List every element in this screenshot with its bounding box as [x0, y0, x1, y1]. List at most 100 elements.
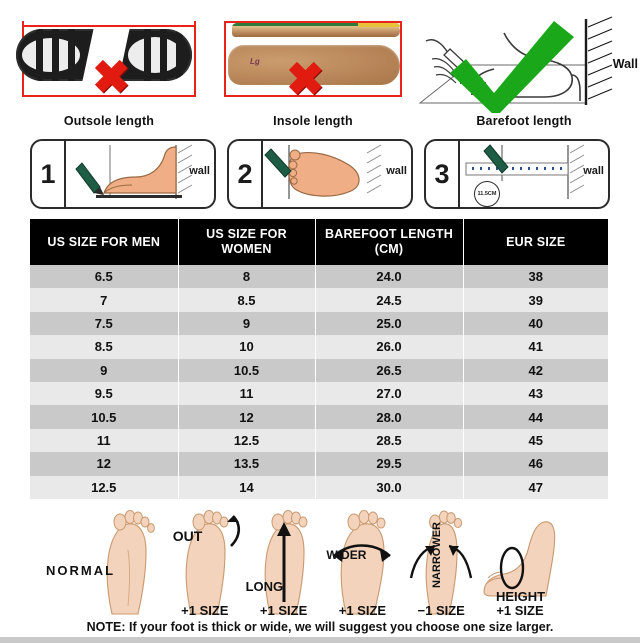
- cell-us-women: 8: [178, 265, 316, 289]
- cell-eur-size: 47: [463, 475, 608, 499]
- cell-us-women: 12.5: [178, 428, 316, 453]
- footer-bar: [0, 637, 640, 643]
- bracket-right: [400, 21, 402, 97]
- insole-side-graphic: [232, 23, 400, 37]
- foot-side-view-drawing: [75, 144, 193, 199]
- size-conversion-table: US SIZE FOR MEN US SIZE FOR WOMEN BAREFO…: [30, 219, 608, 499]
- cell-barefoot-length: 28.0: [315, 405, 464, 429]
- comparison-outsole: ✖ Outsole length: [0, 4, 218, 128]
- cell-us-men: 12.5: [30, 475, 179, 499]
- step-3: 3: [424, 139, 610, 209]
- table-row: 8.5 10 26.0 41: [30, 335, 608, 359]
- comparison-insole: Lg ✖ Insole length: [218, 4, 408, 128]
- outsole-illustration: ✖: [0, 13, 218, 113]
- cell-barefoot-length: 26.0: [315, 335, 464, 359]
- cell-eur-size: 46: [463, 452, 608, 476]
- foot-shape-height: HEIGHT +1 SIZE: [482, 506, 558, 618]
- cell-us-women: 14: [178, 475, 316, 499]
- cell-us-men: 6.5: [30, 265, 179, 289]
- cell-us-men: 9.5: [30, 381, 179, 406]
- table-row: 7.5 9 25.0 40: [30, 311, 608, 336]
- ruler-measuring-drawing: [465, 144, 585, 199]
- cell-eur-size: 41: [463, 335, 608, 359]
- insole-illustration: Lg ✖: [218, 13, 408, 113]
- table-row: 12 13.5 29.5 46: [30, 452, 608, 476]
- long-foot-icon: [264, 510, 308, 615]
- step-2: 2 w: [227, 139, 413, 209]
- narrower-label: NARROWER: [431, 522, 444, 588]
- foot-shape-narrower: NARROWER −1 SIZE: [403, 506, 479, 618]
- cell-eur-size: 38: [463, 265, 608, 289]
- red-x-icon: ✖: [92, 51, 131, 103]
- cell-barefoot-length: 26.5: [315, 358, 464, 382]
- step-1-wall-label: wall: [189, 165, 210, 177]
- height-size-advice: +1 SIZE: [496, 603, 544, 618]
- long-size-advice: +1 SIZE: [259, 603, 308, 618]
- normal-foot-icon: [106, 510, 155, 615]
- table-row: 12.5 14 30.0 47: [30, 475, 608, 499]
- cell-eur-size: 42: [463, 358, 608, 382]
- step-2-number: 2: [229, 141, 263, 207]
- out-foot-icon: [185, 510, 240, 615]
- wider-foot-icon: [333, 510, 392, 615]
- out-size-advice: +1 SIZE: [181, 603, 229, 618]
- bracket-top: [224, 21, 402, 23]
- comparison-barefoot: Wall Barefoot length: [408, 4, 640, 128]
- measuring-steps-strip: 1 w: [30, 136, 610, 212]
- height-foot-icon: [483, 521, 556, 597]
- cell-eur-size: 43: [463, 381, 608, 406]
- cell-us-women: 12: [178, 405, 316, 429]
- cell-us-men: 9: [30, 358, 179, 382]
- wider-label: WIDER: [326, 548, 367, 562]
- foot-shape-out: OUT +1 SIZE: [167, 506, 243, 618]
- cell-barefoot-length: 25.0: [315, 311, 464, 336]
- cell-barefoot-length: 28.5: [315, 428, 464, 453]
- cell-eur-size: 44: [463, 405, 608, 429]
- wall-label: Wall: [612, 57, 638, 71]
- insole-top-graphic: Lg: [228, 45, 400, 85]
- cell-us-women: 8.5: [178, 288, 316, 312]
- barefoot-label: Barefoot length: [476, 114, 572, 128]
- foot-shape-guide: NORMAL OUT +1 SIZE: [46, 506, 558, 618]
- step-3-wall-label: wall: [583, 165, 604, 177]
- cell-barefoot-length: 24.5: [315, 288, 464, 312]
- table-row: 7 8.5 24.5 39: [30, 288, 608, 312]
- step-2-wall-label: wall: [386, 165, 407, 177]
- out-label: OUT: [172, 528, 203, 544]
- narrower-size-advice: −1 SIZE: [417, 603, 465, 618]
- cell-us-men: 11: [30, 428, 179, 453]
- barefoot-illustration: Wall: [408, 13, 640, 113]
- bracket-bottom: [22, 95, 196, 97]
- cell-us-men: 7: [30, 288, 179, 312]
- bracket-right: [194, 21, 196, 97]
- cell-us-women: 11: [178, 381, 316, 406]
- foot-sole-view-drawing: [264, 144, 382, 199]
- column-header-us-men: US SIZE FOR MEN: [30, 219, 179, 265]
- normal-label: NORMAL: [46, 563, 116, 578]
- cell-us-men: 8.5: [30, 335, 179, 359]
- foot-shape-normal: NORMAL: [46, 506, 164, 618]
- column-header-eur: EUR SIZE: [463, 219, 608, 265]
- bracket-bottom: [224, 95, 402, 97]
- cell-eur-size: 39: [463, 288, 608, 312]
- cell-us-women: 9: [178, 311, 316, 336]
- table-row: 6.5 8 24.0 38: [30, 265, 608, 289]
- step-1-number: 1: [32, 141, 66, 207]
- foot-shape-long: LONG +1 SIZE: [246, 506, 322, 618]
- narrower-foot-icon: [410, 510, 473, 615]
- table-row: 9.5 11 27.0 43: [30, 381, 608, 406]
- sizing-note: NOTE: If your foot is thick or wide, we …: [86, 620, 554, 634]
- column-header-us-women: US SIZE FOR WOMEN: [178, 219, 316, 265]
- column-header-length: BAREFOOT LENGTH (CM): [315, 219, 464, 265]
- step-3-measure-label: 11.5CM: [474, 181, 500, 207]
- bracket-top: [22, 25, 196, 27]
- wider-size-advice: +1 SIZE: [338, 603, 387, 618]
- table-row: 9 10.5 26.5 42: [30, 358, 608, 382]
- cell-barefoot-length: 24.0: [315, 265, 464, 289]
- barefoot-drawing: [418, 16, 613, 113]
- cell-barefoot-length: 29.5: [315, 452, 464, 476]
- long-label: LONG: [245, 579, 284, 594]
- measurement-comparison-row: ✖ Outsole length Lg ✖ Insole length: [0, 4, 640, 128]
- cell-eur-size: 45: [463, 428, 608, 453]
